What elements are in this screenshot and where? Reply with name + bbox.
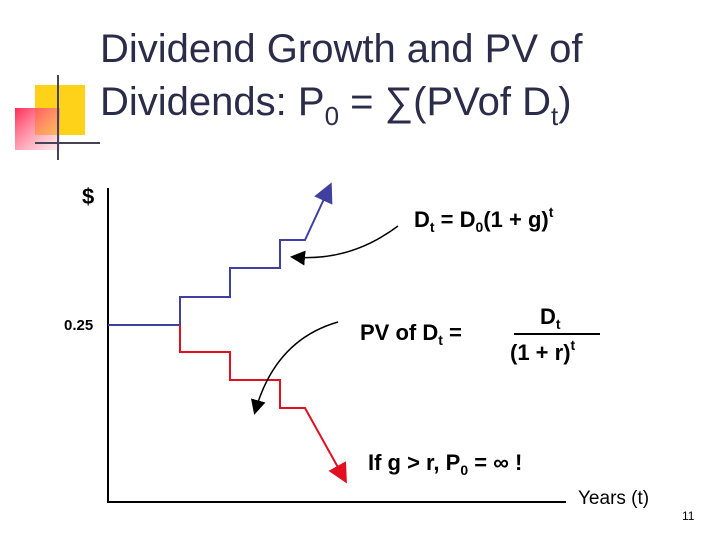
arrow bbox=[250, 321, 339, 415]
arrow bbox=[290, 225, 399, 266]
growth-formula: Dt = D0(1 + g)t bbox=[414, 204, 554, 235]
pv-formula: PV of Dt = bbox=[360, 320, 462, 348]
title: Dividends: P0 = ∑(PVof Dt) bbox=[100, 80, 572, 131]
note: If g > r, P0 = ∞ ! bbox=[368, 450, 522, 478]
page-number: 11 bbox=[682, 509, 695, 523]
y-label: $ bbox=[82, 184, 94, 209]
pv-line bbox=[179, 325, 347, 484]
pv-numerator: Dt bbox=[540, 304, 561, 332]
title: Dividend Growth and PV of bbox=[100, 27, 583, 71]
growth-line bbox=[108, 182, 333, 326]
decoration bbox=[15, 75, 100, 160]
start-label: 0.25 bbox=[64, 317, 93, 334]
pv-denominator: (1 + r)t bbox=[510, 337, 576, 365]
x-label: Years (t) bbox=[578, 488, 649, 509]
